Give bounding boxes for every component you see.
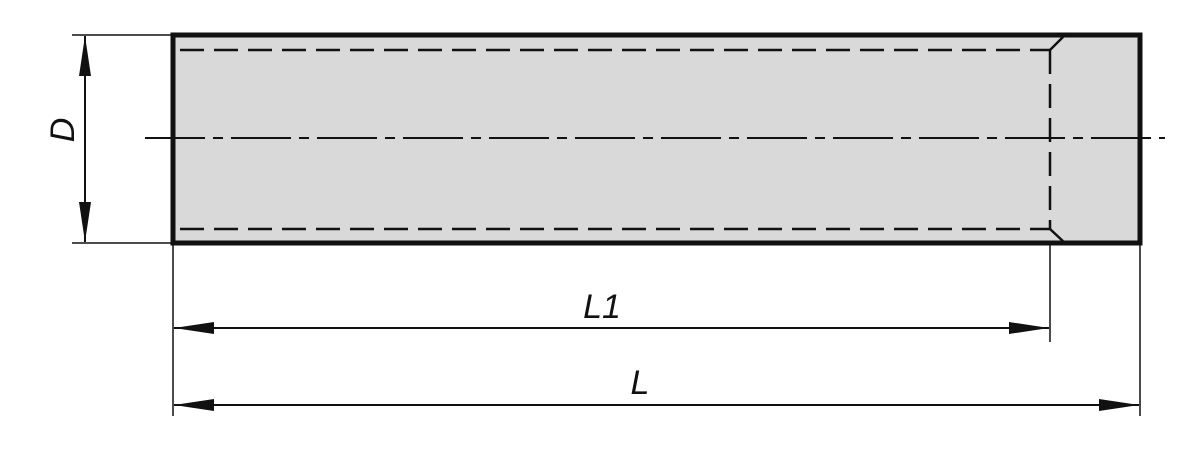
chamfer-bottom [1049,228,1066,244]
diameter-label: D [44,118,82,143]
length-label: L [631,364,650,402]
thread-length-label: L1 [583,288,621,326]
chamfer-top [1049,34,1066,51]
